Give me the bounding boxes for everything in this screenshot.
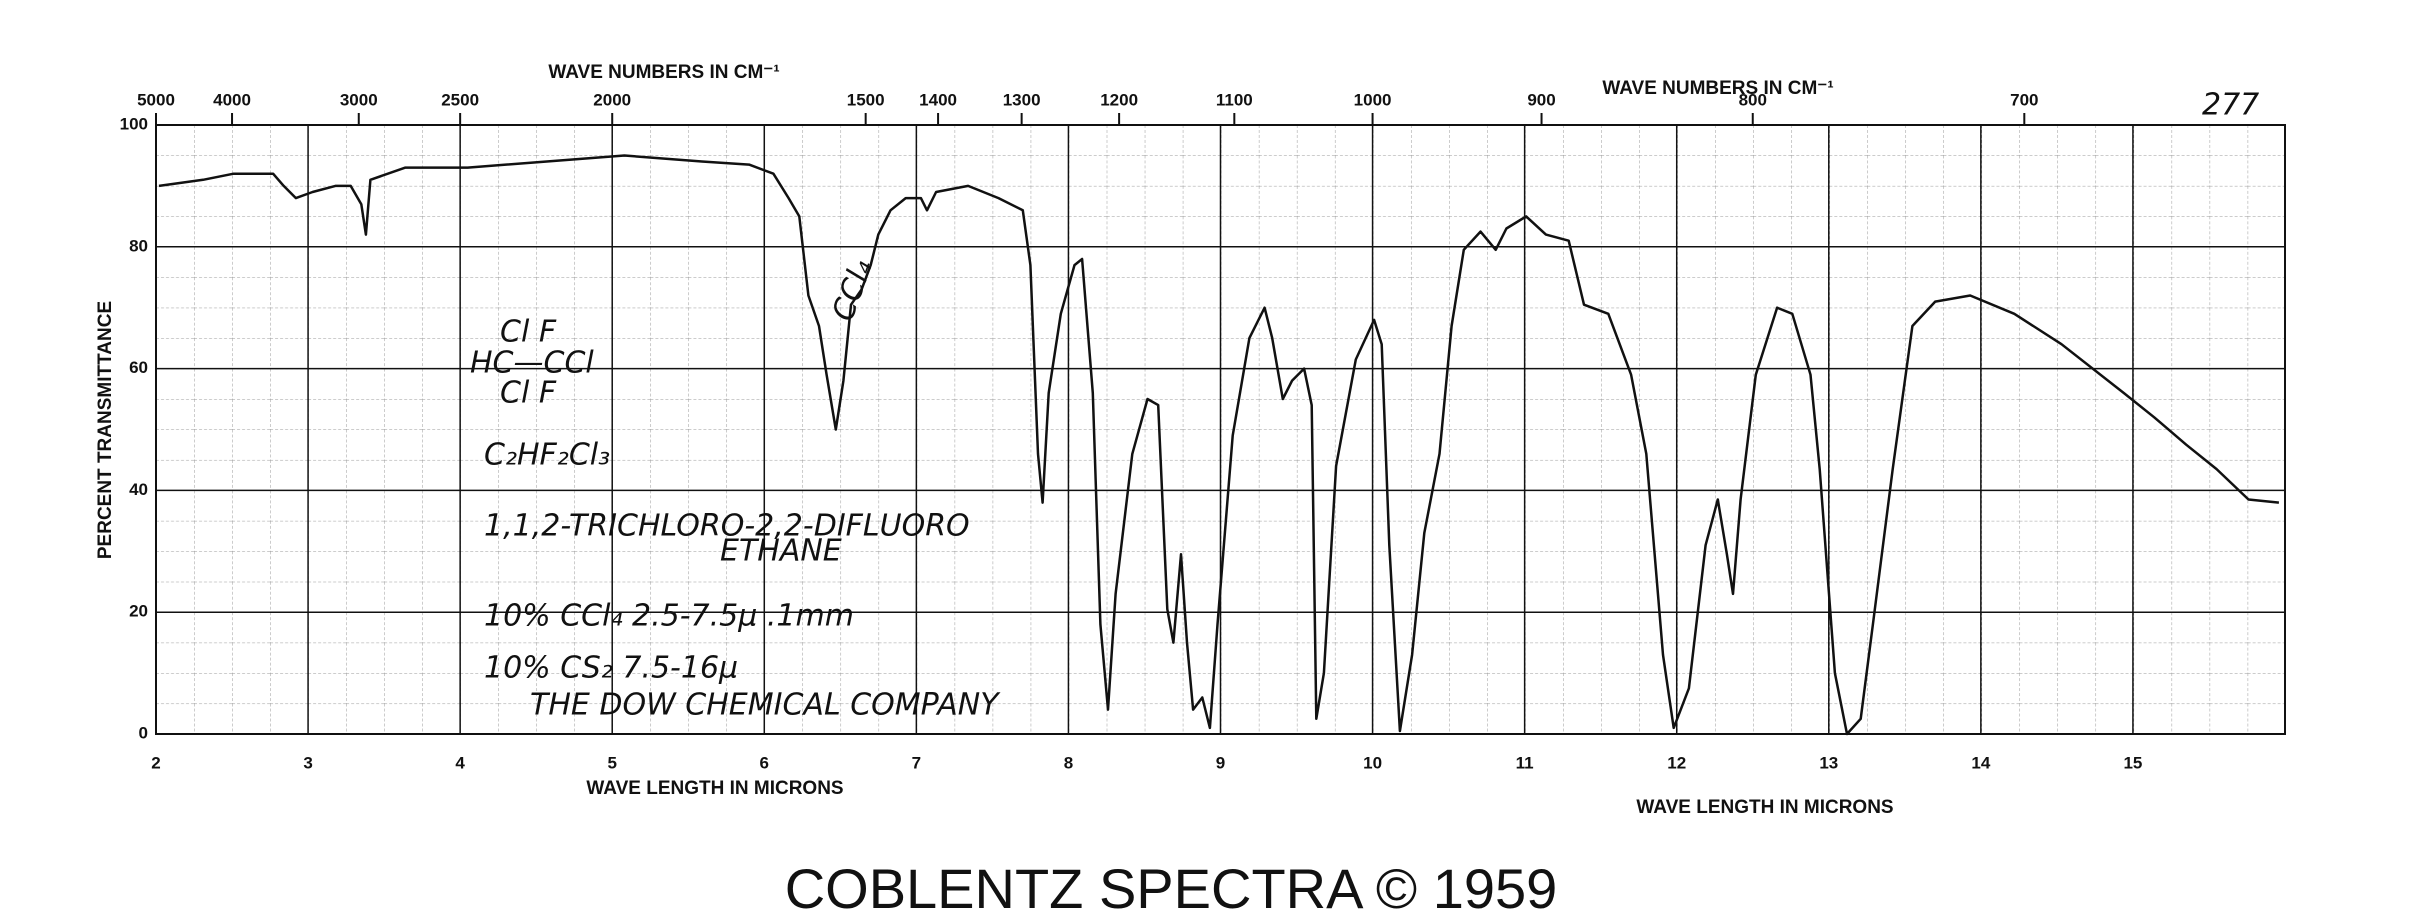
x-tick-label: 15 [2123,753,2142,772]
x2-tick-label: 1200 [1100,90,1138,109]
x-tick-label: 2 [151,753,160,772]
annotation: THE DOW CHEMICAL COMPANY [530,688,1001,723]
y-tick-label: 60 [129,358,148,377]
x2-tick-label: 700 [2010,90,2038,109]
x2-tick-label: 3000 [340,90,378,109]
annotation: 277 [2202,88,2259,123]
annotation: 1,1,2-TRICHLORO-2,2-DIFLUORO [484,509,970,544]
x2-tick-label: 1500 [847,90,885,109]
x-tick-label: 10 [1363,753,1382,772]
x-tick-label: 13 [1819,753,1838,772]
x2-tick-label: 2000 [593,90,631,109]
spectrum-line [158,154,2280,736]
x2-axis-label: WAVE NUMBERS IN CM⁻¹ [1602,78,1833,99]
annotation: Cl F [500,376,557,411]
y-tick-label: 0 [139,723,148,742]
x2-tick-label: 800 [1739,90,1767,109]
annotation: HC—CCl [470,346,594,381]
x-tick-label: 3 [303,753,312,772]
x-tick-label: 11 [1516,753,1534,772]
x2-tick-label: 1400 [919,90,957,109]
x2-tick-label: 2500 [441,90,479,109]
x2-axis-label: WAVE NUMBERS IN CM⁻¹ [548,62,779,83]
y-tick-label: 100 [120,114,148,133]
x2-tick-label: 1300 [1003,90,1041,109]
y-axis-label: PERCENT TRANSMITTANCE [95,301,116,559]
x-tick-label: 14 [1971,753,1990,772]
x2-tick-label: 1100 [1216,90,1253,109]
x-tick-label: 6 [760,753,769,772]
x2-tick-label: 5000 [137,90,175,109]
x-tick-label: 4 [455,753,465,772]
caption: COBLENTZ SPECTRA © 1959 [785,857,1558,911]
x-tick-label: 9 [1216,753,1225,772]
x-tick-label: 7 [912,753,921,772]
annotation: C₂HF₂Cl₃ [484,438,610,473]
x2-tick-label: 900 [1527,90,1555,109]
y-tick-label: 40 [129,480,148,499]
y-tick-label: 20 [129,602,148,621]
annotation: 10% CS₂ 7.5-16μ [484,651,738,686]
x-axis-label: WAVE LENGTH IN MICRONS [586,778,843,799]
x-axis-label: WAVE LENGTH IN MICRONS [1636,797,1893,818]
annotation: Cl F [500,315,557,350]
annotation: 10% CCl₄ 2.5-7.5μ .1mm [484,599,854,634]
y-tick-label: 80 [129,236,148,255]
annotation: ETHANE [720,534,842,569]
x2-tick-label: 4000 [213,90,251,109]
x-tick-label: 5 [607,753,616,772]
x-tick-label: 12 [1667,753,1686,772]
x2-tick-label: 1000 [1354,90,1392,109]
x-tick-label: 8 [1064,753,1073,772]
